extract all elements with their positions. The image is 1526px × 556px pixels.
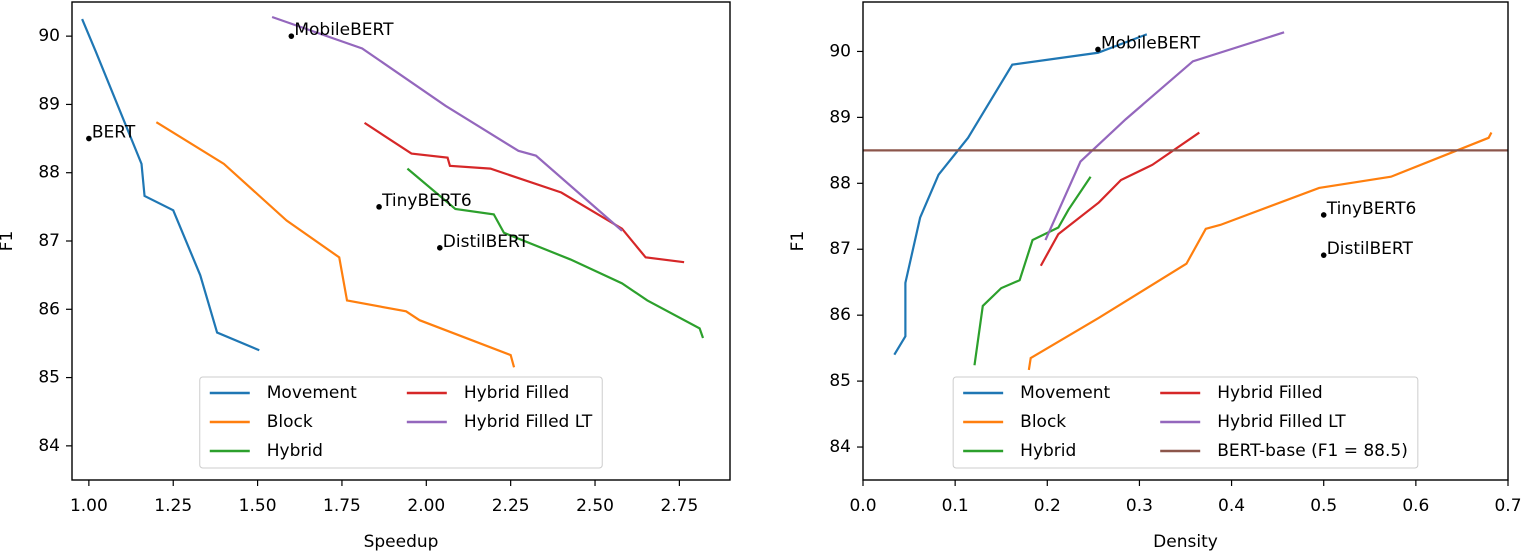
x-tick-label: 0.4 xyxy=(1218,496,1245,516)
legend-label: Hybrid Filled xyxy=(1217,383,1323,403)
y-tick-label: 90 xyxy=(829,41,851,61)
series-line xyxy=(1044,31,1285,241)
plot-area xyxy=(81,15,705,368)
panel: 1.00 1.25 1.50 1.75 2.00 2.25 2.50 2.75 84 85 86 87… xyxy=(0,1,731,552)
annotation-label: MobileBERT xyxy=(294,20,394,40)
legend-label: BERT-base (F1 = 88.5) xyxy=(1217,441,1408,461)
plot-area xyxy=(863,31,1508,371)
legend-label: Hybrid Filled LT xyxy=(464,412,593,432)
x-tick-label: 1.75 xyxy=(323,496,361,516)
annotation-label: MobileBERT xyxy=(1101,33,1201,53)
legend-label: Movement xyxy=(1020,383,1110,403)
legend-box xyxy=(199,376,603,469)
annotation-point xyxy=(1320,252,1327,258)
annotation-label: DistilBERT xyxy=(1327,239,1414,259)
y-axis-label: F1 xyxy=(0,231,17,252)
x-tick-label: 1.50 xyxy=(239,496,277,516)
x-tick-label: 1.25 xyxy=(154,496,192,516)
y-tick-label: 86 xyxy=(38,299,60,319)
legend-label: Hybrid Filled LT xyxy=(1217,412,1346,432)
annotation-point xyxy=(1320,212,1327,218)
y-tick-label: 87 xyxy=(829,239,851,259)
x-tick-label: 0.5 xyxy=(1310,496,1337,516)
series-line xyxy=(973,176,1092,366)
x-tick-label: 0.1 xyxy=(942,496,969,516)
y-tick-label: 90 xyxy=(38,26,60,46)
x-tick-label: 0.6 xyxy=(1402,496,1429,516)
annotation-label: BERT xyxy=(92,123,136,143)
axes-frame xyxy=(862,1,1509,481)
legend-label: Movement xyxy=(267,383,357,403)
annotation-label: DistilBERT xyxy=(443,232,530,252)
x-tick-label: 0.2 xyxy=(1034,496,1061,516)
y-tick-label: 84 xyxy=(38,436,60,456)
x-axis-label: Density xyxy=(1153,532,1218,552)
series-line xyxy=(363,121,685,264)
series-line xyxy=(155,121,516,368)
y-tick-label: 85 xyxy=(829,371,851,391)
x-axis-label: Speedup xyxy=(364,532,439,552)
x-tick-label: 0.7 xyxy=(1494,496,1521,516)
legend-label: Hybrid xyxy=(1020,441,1076,461)
legend-label: Block xyxy=(1020,412,1066,432)
annotation-point xyxy=(1095,46,1101,53)
legend-label: Hybrid xyxy=(267,441,323,461)
annotation-point xyxy=(288,33,295,39)
y-tick-label: 87 xyxy=(38,231,60,251)
series-line xyxy=(406,167,705,339)
x-tick-label: 2.00 xyxy=(407,496,445,516)
y-tick-label: 89 xyxy=(38,94,60,114)
series-line xyxy=(1027,132,1493,371)
panel: 0.0 0.1 0.2 0.3 0.4 0.5 0.6 0.7 84 85 86 87 88 89 90 De… xyxy=(788,1,1522,552)
legend: Movement Block Hybrid Hybrid Filled Hybrid F… xyxy=(952,376,1419,469)
x-tick-label: 2.25 xyxy=(492,496,530,516)
y-tick-label: 88 xyxy=(38,163,60,183)
series-line xyxy=(81,18,260,352)
annotation-label: TinyBERT6 xyxy=(1326,199,1417,219)
y-tick-label: 85 xyxy=(38,368,60,388)
series-line xyxy=(271,15,623,232)
series-line xyxy=(893,33,1148,356)
y-tick-label: 86 xyxy=(829,305,851,325)
y-tick-label: 89 xyxy=(829,107,851,127)
x-tick-label: 2.50 xyxy=(576,496,614,516)
legend-label: Block xyxy=(267,412,313,432)
x-tick-label: 0.0 xyxy=(849,496,876,516)
y-axis-label: F1 xyxy=(788,231,808,252)
y-tick-label: 84 xyxy=(829,437,851,457)
x-tick-label: 1.00 xyxy=(70,496,108,516)
series-line xyxy=(1039,131,1200,267)
legend-label: Hybrid Filled xyxy=(464,383,570,403)
x-tick-label: 2.75 xyxy=(660,496,698,516)
axes-frame xyxy=(71,1,731,481)
annotation-point xyxy=(437,245,443,251)
legend: Movement Block Hybrid Hybrid Filled Hybrid F… xyxy=(199,376,603,469)
x-tick-label: 0.3 xyxy=(1126,496,1153,516)
annotation-point xyxy=(376,204,382,210)
annotation-point xyxy=(86,135,92,142)
y-tick-label: 88 xyxy=(829,173,851,193)
annotation-label: TinyBERT6 xyxy=(381,191,472,211)
